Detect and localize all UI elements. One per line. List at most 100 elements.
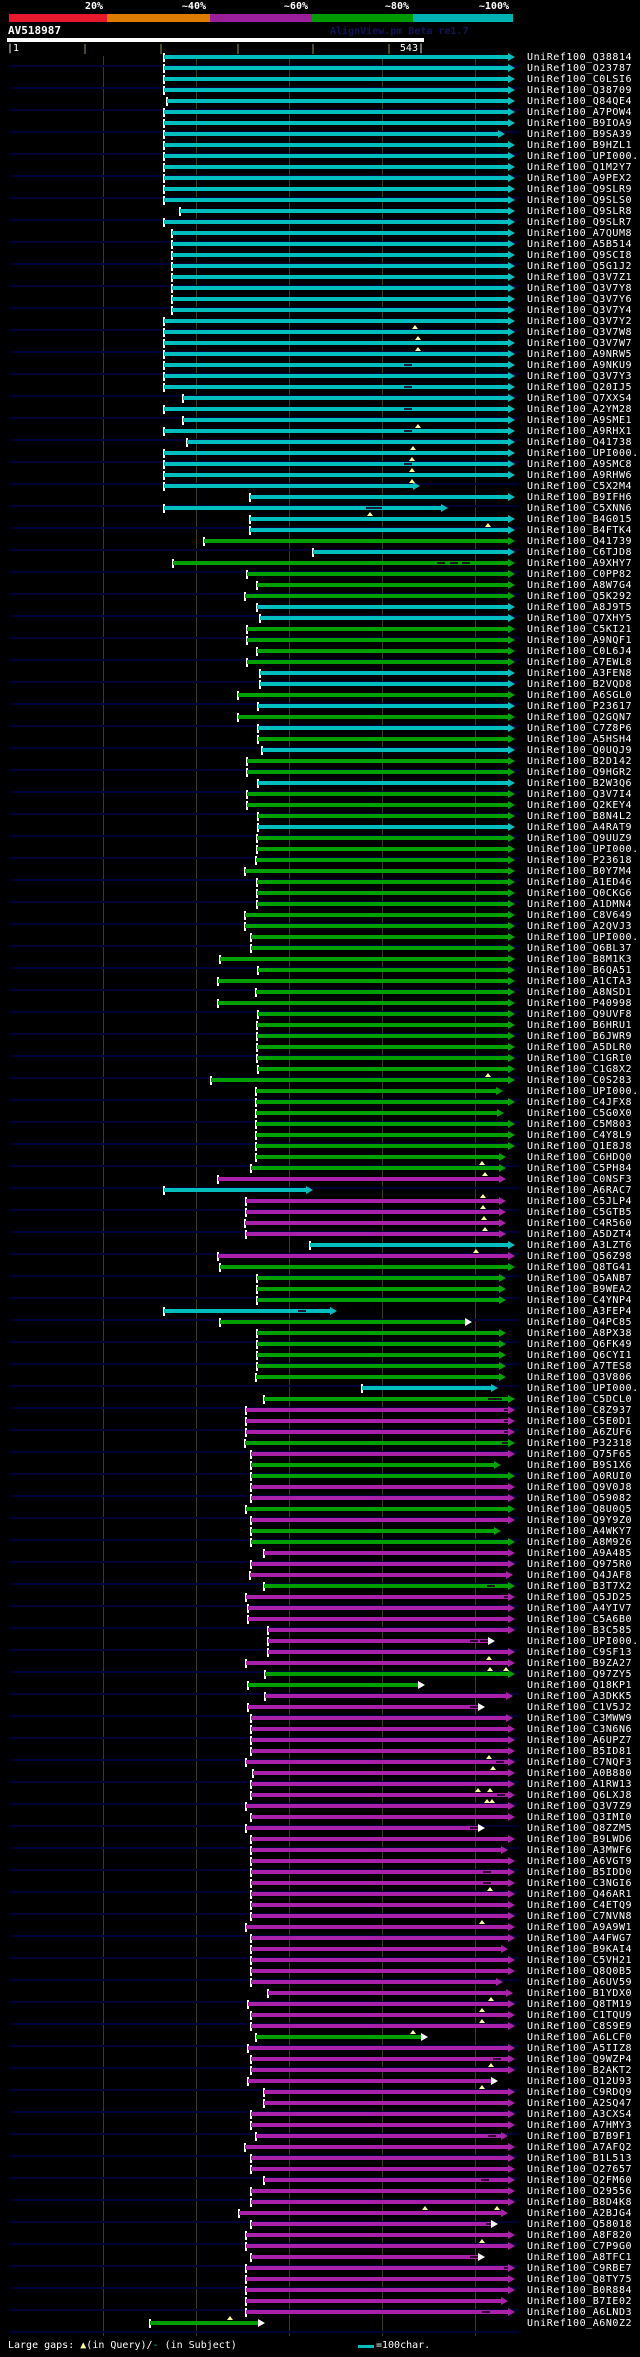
hit-bar[interactable] bbox=[250, 495, 508, 499]
hit-label[interactable]: UniRef100_Q4JAF8 bbox=[527, 1570, 633, 1581]
hit-bar[interactable] bbox=[164, 451, 508, 455]
hit-bar[interactable] bbox=[164, 66, 508, 70]
hit-bar[interactable] bbox=[164, 132, 498, 136]
hit-label[interactable]: UniRef100_Q9SLR7 bbox=[527, 217, 633, 228]
hit-bar[interactable] bbox=[246, 1430, 508, 1434]
hit-bar[interactable] bbox=[251, 1540, 508, 1544]
hit-label[interactable]: UniRef100_B6HRU1 bbox=[527, 1020, 633, 1031]
hit-bar[interactable] bbox=[260, 671, 508, 675]
hit-label[interactable]: UniRef100_Q3V7Y8 bbox=[527, 283, 633, 294]
hit-label[interactable]: UniRef100_C5PH84 bbox=[527, 1163, 633, 1174]
hit-label[interactable]: UniRef100_A7AFQ2 bbox=[527, 2142, 633, 2153]
hit-bar[interactable] bbox=[247, 770, 508, 774]
hit-bar[interactable] bbox=[247, 627, 508, 631]
hit-label[interactable]: UniRef100_Q38814 bbox=[527, 52, 633, 63]
hit-bar[interactable] bbox=[164, 506, 441, 510]
hit-bar[interactable] bbox=[180, 209, 508, 213]
hit-bar[interactable] bbox=[246, 2310, 508, 2314]
hit-label[interactable]: UniRef100_A3LZT6 bbox=[527, 1240, 633, 1251]
hit-bar[interactable] bbox=[268, 1650, 508, 1654]
hit-bar[interactable] bbox=[173, 561, 508, 565]
hit-bar[interactable] bbox=[257, 880, 508, 884]
hit-label[interactable]: UniRef100_A7POW4 bbox=[527, 107, 633, 118]
hit-label[interactable]: UniRef100_B8D4K8 bbox=[527, 2197, 633, 2208]
hit-bar[interactable] bbox=[251, 1474, 508, 1478]
hit-label[interactable]: UniRef100_B9WEA2 bbox=[527, 1284, 633, 1295]
hit-label[interactable]: UniRef100_A9NQF1 bbox=[527, 635, 633, 646]
hit-label[interactable]: UniRef100_Q5K292 bbox=[527, 591, 633, 602]
hit-bar[interactable] bbox=[313, 550, 508, 554]
hit-label[interactable]: UniRef100_Q9Y9Z0 bbox=[527, 1515, 633, 1526]
hit-bar[interactable] bbox=[265, 1672, 508, 1676]
hit-label[interactable]: UniRef100_Q1E8J8 bbox=[527, 1141, 633, 1152]
hit-label[interactable]: UniRef100_Q3V7Y4 bbox=[527, 305, 633, 316]
hit-bar[interactable] bbox=[150, 2321, 258, 2325]
hit-bar[interactable] bbox=[265, 1694, 506, 1698]
hit-bar[interactable] bbox=[164, 198, 508, 202]
hit-label[interactable]: UniRef100_Q3V7Z1 bbox=[527, 272, 633, 283]
hit-label[interactable]: UniRef100_A6RAC7 bbox=[527, 1185, 633, 1196]
hit-label[interactable]: UniRef100_C1V5J2 bbox=[527, 1702, 633, 1713]
hit-label[interactable]: UniRef100_Q0UQJ9 bbox=[527, 745, 633, 756]
hit-label[interactable]: UniRef100_B5ID81 bbox=[527, 1746, 633, 1757]
hit-label[interactable]: UniRef100_P32318 bbox=[527, 1438, 633, 1449]
hit-label[interactable]: UniRef100_Q8Q0B5 bbox=[527, 1966, 633, 1977]
hit-bar[interactable] bbox=[251, 1936, 508, 1940]
hit-bar[interactable] bbox=[251, 1496, 508, 1500]
hit-label[interactable]: UniRef100_Q97ZY5 bbox=[527, 1669, 633, 1680]
hit-bar[interactable] bbox=[246, 2299, 501, 2303]
hit-bar[interactable] bbox=[245, 2145, 508, 2149]
hit-label[interactable]: UniRef100_A8W7G4 bbox=[527, 580, 633, 591]
hit-bar[interactable] bbox=[204, 539, 508, 543]
hit-bar[interactable] bbox=[220, 957, 508, 961]
hit-bar[interactable] bbox=[257, 1056, 508, 1060]
hit-label[interactable]: UniRef100_B7IE02 bbox=[527, 2296, 633, 2307]
hit-label[interactable]: UniRef100_Q3V7Y3 bbox=[527, 371, 633, 382]
hit-label[interactable]: UniRef100_UPI000.. bbox=[527, 1086, 640, 1097]
hit-label[interactable]: UniRef100_A9RHX1 bbox=[527, 426, 633, 437]
hit-bar[interactable] bbox=[251, 1485, 508, 1489]
hit-label[interactable]: UniRef100_A4WKY7 bbox=[527, 1526, 633, 1537]
hit-label[interactable]: UniRef100_B8N4L2 bbox=[527, 811, 633, 822]
hit-bar[interactable] bbox=[164, 77, 508, 81]
hit-label[interactable]: UniRef100_A9NKU9 bbox=[527, 360, 633, 371]
hit-bar[interactable] bbox=[256, 1375, 499, 1379]
hit-bar[interactable] bbox=[251, 1837, 508, 1841]
hit-label[interactable]: UniRef100_O59082 bbox=[527, 1493, 633, 1504]
hit-bar[interactable] bbox=[258, 968, 508, 972]
hit-label[interactable]: UniRef100_C5E0D1 bbox=[527, 1416, 633, 1427]
hit-label[interactable]: UniRef100_B3C585 bbox=[527, 1625, 633, 1636]
hit-label[interactable]: UniRef100_A5HSH4 bbox=[527, 734, 633, 745]
hit-bar[interactable] bbox=[246, 1507, 508, 1511]
hit-bar[interactable] bbox=[164, 176, 508, 180]
hit-label[interactable]: UniRef100_A5B514 bbox=[527, 239, 633, 250]
hit-label[interactable]: UniRef100_A6VGT9 bbox=[527, 1856, 633, 1867]
hit-bar[interactable] bbox=[247, 803, 508, 807]
hit-bar[interactable] bbox=[245, 913, 508, 917]
hit-bar[interactable] bbox=[164, 319, 508, 323]
hit-bar[interactable] bbox=[246, 1408, 508, 1412]
hit-label[interactable]: UniRef100_P23617 bbox=[527, 701, 633, 712]
hit-bar[interactable] bbox=[251, 1716, 506, 1720]
hit-bar[interactable] bbox=[251, 1518, 508, 1522]
hit-label[interactable]: UniRef100_C5M803 bbox=[527, 1119, 633, 1130]
hit-label[interactable]: UniRef100_C5DCL0 bbox=[527, 1394, 633, 1405]
hit-bar[interactable] bbox=[251, 1793, 508, 1797]
hit-label[interactable]: UniRef100_Q9UUZ9 bbox=[527, 833, 633, 844]
hit-bar[interactable] bbox=[164, 341, 508, 345]
hit-label[interactable]: UniRef100_B2AKT2 bbox=[527, 2065, 633, 2076]
hit-label[interactable]: UniRef100_A9RHW6 bbox=[527, 470, 633, 481]
hit-label[interactable]: UniRef100_P40998 bbox=[527, 998, 633, 1009]
hit-label[interactable]: UniRef100_A0RUI0 bbox=[527, 1471, 633, 1482]
hit-bar[interactable] bbox=[251, 1738, 508, 1742]
hit-bar[interactable] bbox=[164, 330, 508, 334]
hit-label[interactable]: UniRef100_A8TFC1 bbox=[527, 2252, 633, 2263]
hit-bar[interactable] bbox=[164, 462, 508, 466]
hit-label[interactable]: UniRef100_C0NSF3 bbox=[527, 1174, 633, 1185]
hit-label[interactable]: UniRef100_O23787 bbox=[527, 63, 633, 74]
hit-bar[interactable] bbox=[187, 440, 508, 444]
hit-label[interactable]: UniRef100_C5GTB5 bbox=[527, 1207, 633, 1218]
hit-bar[interactable] bbox=[264, 1584, 508, 1588]
hit-bar[interactable] bbox=[218, 1254, 508, 1258]
hit-bar[interactable] bbox=[172, 253, 508, 257]
